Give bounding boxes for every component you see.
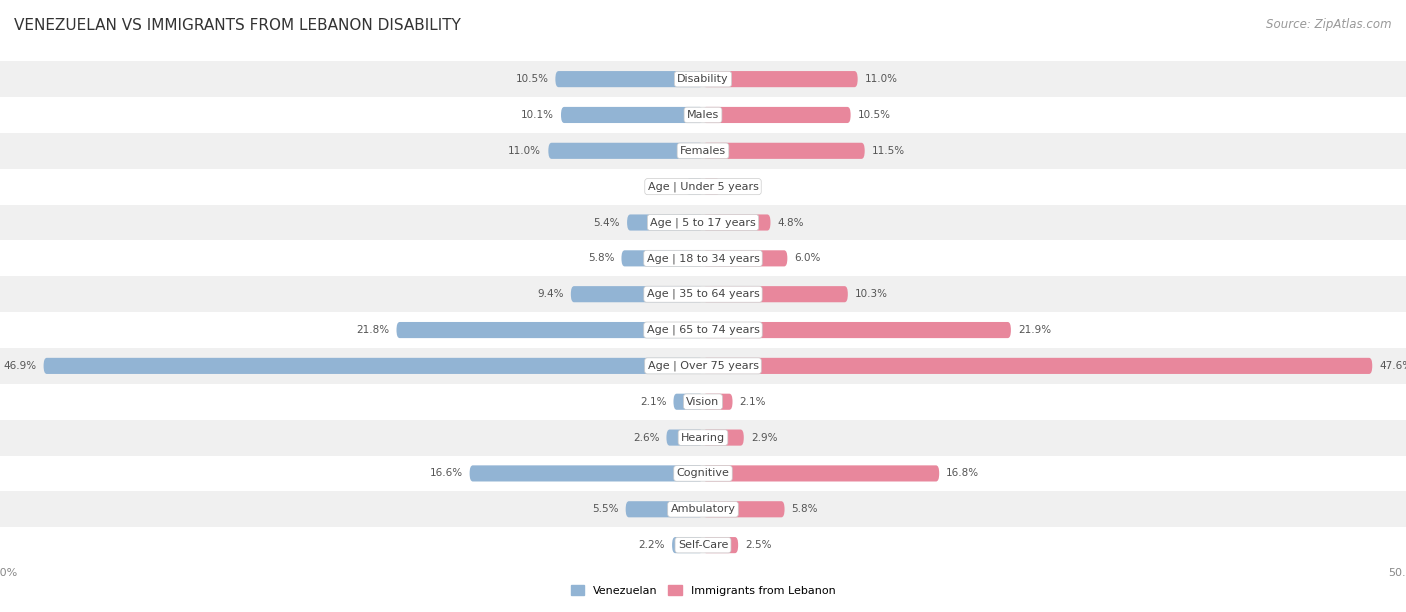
FancyBboxPatch shape	[396, 322, 703, 338]
Text: 47.6%: 47.6%	[1379, 361, 1406, 371]
Text: 4.8%: 4.8%	[778, 217, 804, 228]
FancyBboxPatch shape	[621, 250, 703, 266]
Legend: Venezuelan, Immigrants from Lebanon: Venezuelan, Immigrants from Lebanon	[567, 581, 839, 600]
Text: Females: Females	[681, 146, 725, 156]
FancyBboxPatch shape	[686, 179, 703, 195]
Text: 46.9%: 46.9%	[3, 361, 37, 371]
Text: 10.3%: 10.3%	[855, 289, 887, 299]
FancyBboxPatch shape	[703, 71, 858, 87]
Text: 10.5%: 10.5%	[516, 74, 548, 84]
FancyBboxPatch shape	[666, 430, 703, 446]
Bar	[0, 61, 1406, 97]
Text: Males: Males	[688, 110, 718, 120]
Bar	[0, 491, 1406, 527]
Bar	[0, 97, 1406, 133]
Text: Age | 18 to 34 years: Age | 18 to 34 years	[647, 253, 759, 264]
Bar	[0, 169, 1406, 204]
Text: Cognitive: Cognitive	[676, 468, 730, 479]
FancyBboxPatch shape	[703, 286, 848, 302]
Bar	[0, 312, 1406, 348]
Text: 6.0%: 6.0%	[794, 253, 821, 263]
Text: VENEZUELAN VS IMMIGRANTS FROM LEBANON DISABILITY: VENEZUELAN VS IMMIGRANTS FROM LEBANON DI…	[14, 18, 461, 34]
Text: Age | Under 5 years: Age | Under 5 years	[648, 181, 758, 192]
FancyBboxPatch shape	[470, 465, 703, 482]
Text: 10.5%: 10.5%	[858, 110, 890, 120]
Bar	[0, 241, 1406, 276]
Bar	[0, 133, 1406, 169]
FancyBboxPatch shape	[703, 322, 1011, 338]
FancyBboxPatch shape	[673, 394, 703, 410]
Text: Source: ZipAtlas.com: Source: ZipAtlas.com	[1267, 18, 1392, 31]
Text: Disability: Disability	[678, 74, 728, 84]
Text: 11.5%: 11.5%	[872, 146, 905, 156]
Text: 2.2%: 2.2%	[638, 540, 665, 550]
FancyBboxPatch shape	[672, 537, 703, 553]
Text: 2.1%: 2.1%	[640, 397, 666, 407]
FancyBboxPatch shape	[703, 465, 939, 482]
Text: 21.8%: 21.8%	[356, 325, 389, 335]
Text: 11.0%: 11.0%	[865, 74, 897, 84]
FancyBboxPatch shape	[703, 358, 1372, 374]
Text: 16.8%: 16.8%	[946, 468, 980, 479]
Text: 2.9%: 2.9%	[751, 433, 778, 442]
FancyBboxPatch shape	[703, 214, 770, 231]
FancyBboxPatch shape	[555, 71, 703, 87]
Text: 10.1%: 10.1%	[522, 110, 554, 120]
Text: 5.4%: 5.4%	[593, 217, 620, 228]
Bar	[0, 455, 1406, 491]
FancyBboxPatch shape	[703, 501, 785, 517]
Text: Vision: Vision	[686, 397, 720, 407]
Text: 21.9%: 21.9%	[1018, 325, 1052, 335]
Text: 2.1%: 2.1%	[740, 397, 766, 407]
FancyBboxPatch shape	[571, 286, 703, 302]
Text: 16.6%: 16.6%	[429, 468, 463, 479]
FancyBboxPatch shape	[703, 107, 851, 123]
Text: 5.8%: 5.8%	[588, 253, 614, 263]
FancyBboxPatch shape	[703, 143, 865, 159]
Text: 1.2%: 1.2%	[652, 182, 679, 192]
FancyBboxPatch shape	[548, 143, 703, 159]
Text: 2.6%: 2.6%	[633, 433, 659, 442]
Text: Age | Over 75 years: Age | Over 75 years	[648, 360, 758, 371]
Bar	[0, 276, 1406, 312]
Bar	[0, 348, 1406, 384]
FancyBboxPatch shape	[626, 501, 703, 517]
Text: 9.4%: 9.4%	[537, 289, 564, 299]
Bar	[0, 527, 1406, 563]
FancyBboxPatch shape	[627, 214, 703, 231]
FancyBboxPatch shape	[561, 107, 703, 123]
FancyBboxPatch shape	[703, 430, 744, 446]
Text: Age | 65 to 74 years: Age | 65 to 74 years	[647, 325, 759, 335]
Text: Self-Care: Self-Care	[678, 540, 728, 550]
Bar	[0, 420, 1406, 455]
Text: 2.5%: 2.5%	[745, 540, 772, 550]
FancyBboxPatch shape	[44, 358, 703, 374]
FancyBboxPatch shape	[703, 537, 738, 553]
Text: 5.5%: 5.5%	[592, 504, 619, 514]
FancyBboxPatch shape	[703, 250, 787, 266]
Text: 5.8%: 5.8%	[792, 504, 818, 514]
Bar	[0, 204, 1406, 241]
FancyBboxPatch shape	[703, 179, 720, 195]
Text: Ambulatory: Ambulatory	[671, 504, 735, 514]
Text: Age | 5 to 17 years: Age | 5 to 17 years	[650, 217, 756, 228]
FancyBboxPatch shape	[703, 394, 733, 410]
Text: 11.0%: 11.0%	[509, 146, 541, 156]
Text: Age | 35 to 64 years: Age | 35 to 64 years	[647, 289, 759, 299]
Text: 1.2%: 1.2%	[727, 182, 754, 192]
Text: Hearing: Hearing	[681, 433, 725, 442]
Bar	[0, 384, 1406, 420]
